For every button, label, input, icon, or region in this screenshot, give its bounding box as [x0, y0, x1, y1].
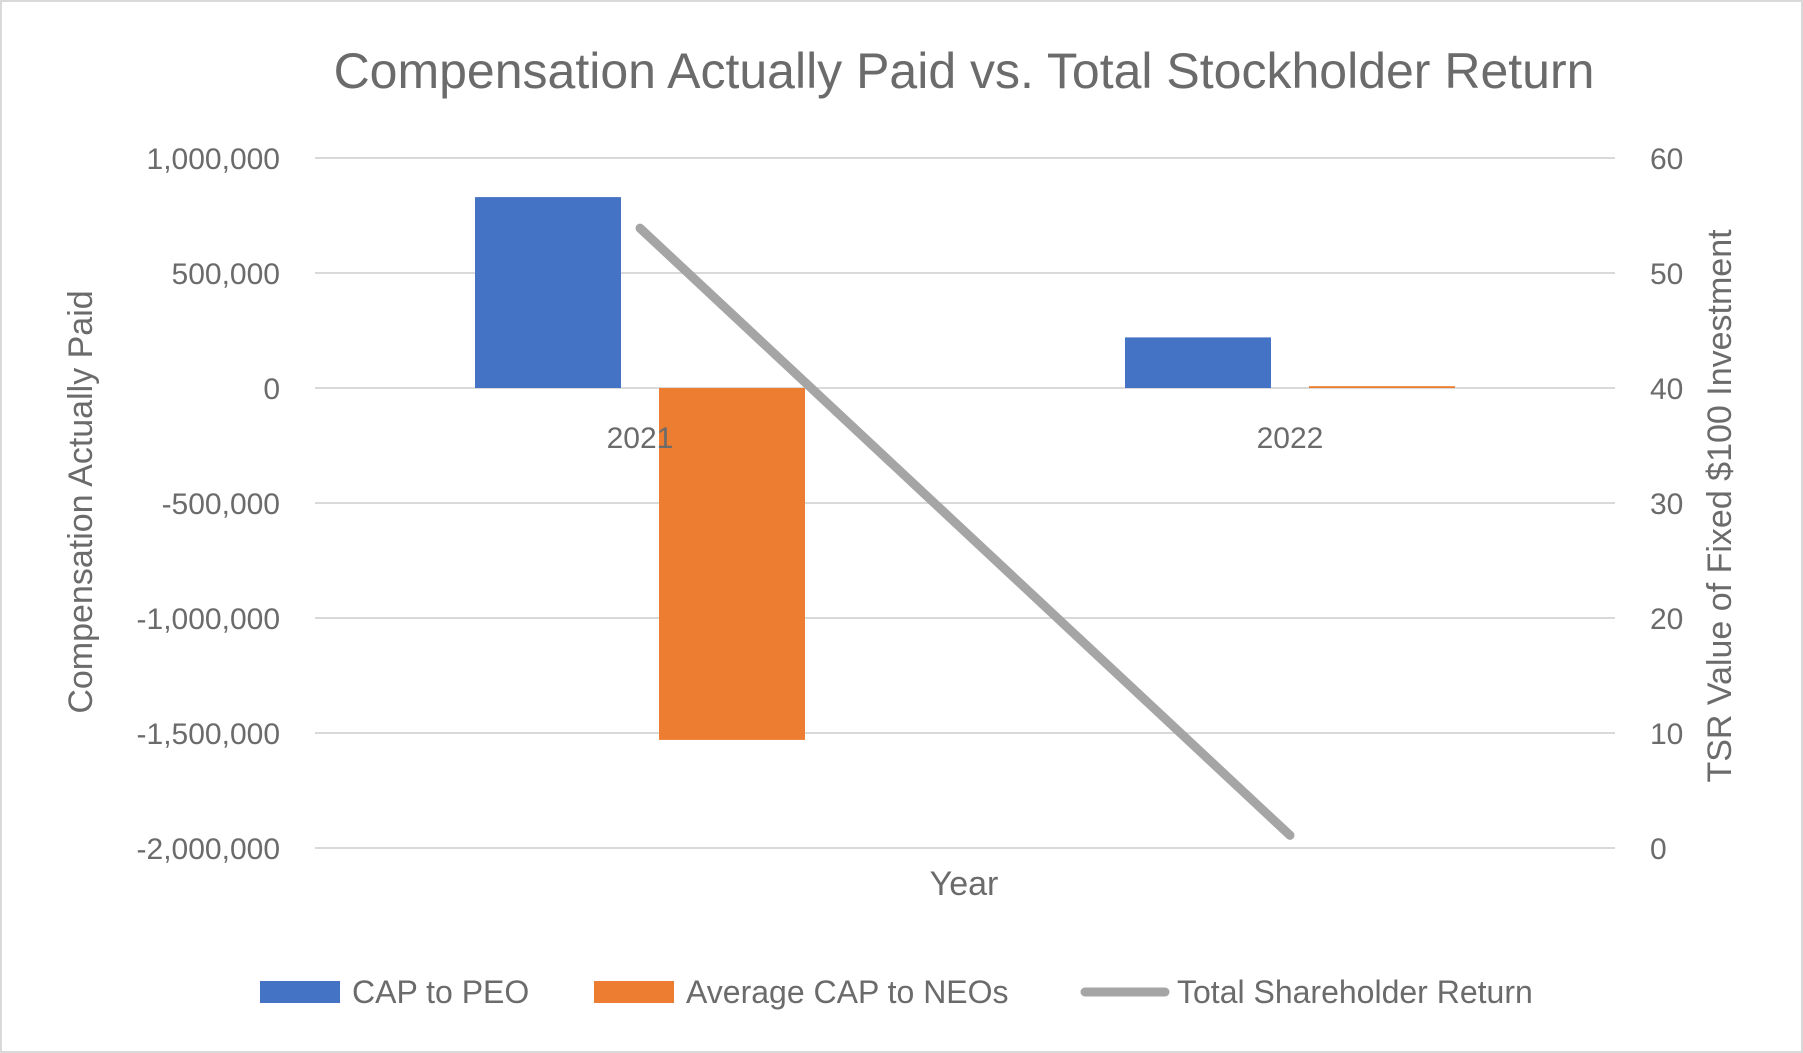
y-axis-title: Compensation Actually Paid — [62, 290, 100, 713]
x-tick-label: 2021 — [607, 422, 674, 455]
y2-tick-label: 30 — [1650, 488, 1683, 521]
line-series-total-shareholder-return — [635, 223, 1295, 840]
y-tick-label: -1,000,000 — [137, 603, 280, 636]
legend-label-average-cap-to-neos: Average CAP to NEOs — [686, 974, 1009, 1010]
y-tick-label: -1,500,000 — [137, 718, 280, 751]
x-axis-title: Year — [930, 865, 999, 903]
right-axis-ticks: 60 50 40 30 20 10 0 — [1650, 143, 1683, 866]
y2-tick-label: 10 — [1650, 718, 1683, 751]
x-tick-label: 2022 — [1257, 422, 1324, 455]
y2-tick-label: 0 — [1650, 833, 1667, 866]
bar-cap-to-peo-2022 — [1125, 337, 1271, 388]
x-axis-ticks: 2021 2022 — [607, 422, 1324, 455]
bar-average-cap-to-neos-2021 — [659, 388, 805, 740]
y-tick-label: 1,000,000 — [147, 143, 280, 176]
y-tick-label: -500,000 — [162, 488, 280, 521]
bars — [475, 197, 1455, 740]
y-tick-label: 500,000 — [172, 258, 280, 291]
y2-tick-label: 60 — [1650, 143, 1683, 176]
chart-title: Compensation Actually Paid vs. Total Sto… — [334, 43, 1595, 99]
y2-tick-label: 50 — [1650, 258, 1683, 291]
y-tick-label: -2,000,000 — [137, 833, 280, 866]
bar-average-cap-to-neos-2022 — [1309, 386, 1455, 388]
y2-tick-label: 40 — [1650, 373, 1683, 406]
legend-swatch-average-cap-to-neos — [594, 981, 674, 1003]
y-tick-label: 0 — [263, 373, 280, 406]
bar-cap-to-peo-2021 — [475, 197, 621, 388]
legend-swatch-cap-to-peo — [260, 981, 340, 1003]
y2-tick-label: 20 — [1650, 603, 1683, 636]
legend: CAP to PEO Average CAP to NEOs Total Share… — [260, 974, 1533, 1010]
y2-axis-title: TSR Value of Fixed $100 Investment — [1701, 229, 1739, 783]
legend-label-total-shareholder-return: Total Shareholder Return — [1177, 974, 1533, 1010]
tsr-line — [635, 223, 1295, 840]
legend-label-cap-to-peo: CAP to PEO — [352, 974, 529, 1010]
left-axis-ticks: 1,000,000 500,000 0 -500,000 -1,000,000 -1,50… — [137, 143, 280, 866]
